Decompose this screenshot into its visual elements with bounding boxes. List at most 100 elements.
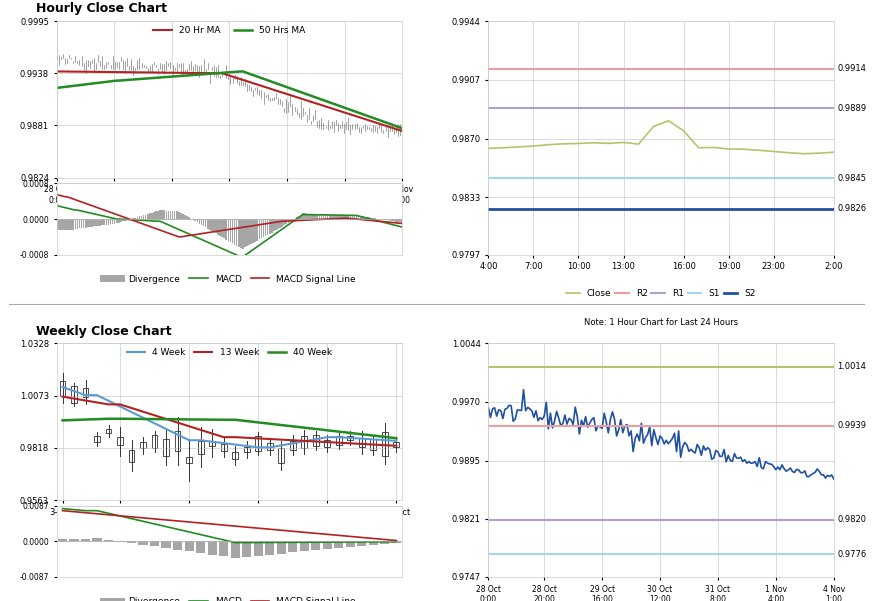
Bar <box>306 213 308 219</box>
Bar <box>208 542 217 555</box>
Bar <box>163 439 169 456</box>
Text: Note: 1 Hour Chart for Last 24 Hours: Note: 1 Hour Chart for Last 24 Hours <box>584 318 738 327</box>
Bar <box>133 218 134 219</box>
Bar <box>141 216 142 219</box>
Bar <box>182 214 183 219</box>
Bar <box>228 219 230 241</box>
Bar <box>337 216 339 219</box>
Bar <box>173 542 182 550</box>
Bar <box>334 542 343 548</box>
Bar <box>219 219 221 236</box>
Bar <box>168 211 169 219</box>
Bar <box>290 219 292 221</box>
Bar <box>329 215 331 219</box>
Bar <box>95 219 97 226</box>
Bar <box>244 219 245 248</box>
Bar <box>285 219 287 224</box>
Bar <box>327 215 328 219</box>
Bar <box>284 219 285 225</box>
Text: 0.9826: 0.9826 <box>837 204 866 213</box>
Bar <box>358 216 360 219</box>
Bar <box>320 215 322 219</box>
Bar <box>279 219 281 228</box>
Bar <box>265 219 266 236</box>
Bar <box>186 457 192 463</box>
Bar <box>255 436 261 451</box>
Bar <box>253 542 263 556</box>
Bar <box>387 219 388 221</box>
Text: 1.0014: 1.0014 <box>837 362 866 371</box>
Bar <box>391 219 393 221</box>
Bar <box>198 441 203 454</box>
Bar <box>106 219 107 225</box>
Bar <box>186 216 188 219</box>
Bar <box>402 219 403 222</box>
Bar <box>230 219 231 242</box>
Bar <box>213 219 215 232</box>
Bar <box>147 214 148 219</box>
Bar <box>80 219 82 228</box>
Text: 0.9889: 0.9889 <box>837 104 866 113</box>
Bar <box>300 215 301 219</box>
Bar <box>230 542 240 558</box>
Text: Hourly Close Chart: Hourly Close Chart <box>36 2 167 15</box>
Bar <box>89 219 91 227</box>
Legend: Close, R2, R1, S1, S2: Close, R2, R1, S1, S2 <box>562 285 760 302</box>
Bar <box>85 219 86 228</box>
Bar <box>381 542 389 544</box>
Bar <box>310 214 312 219</box>
Bar <box>254 219 256 242</box>
Bar <box>222 219 223 237</box>
Bar <box>120 219 121 222</box>
Bar <box>155 212 157 219</box>
Bar <box>180 213 182 219</box>
Bar <box>368 218 370 219</box>
Bar <box>375 218 376 219</box>
Bar <box>316 215 318 219</box>
Bar <box>223 219 225 239</box>
Bar <box>248 219 250 245</box>
Bar <box>70 539 79 542</box>
Bar <box>370 439 376 451</box>
Bar <box>77 219 79 228</box>
Bar <box>217 219 219 235</box>
Bar <box>267 443 272 450</box>
Legend: Divergence, MACD, MACD Signal Line: Divergence, MACD, MACD Signal Line <box>100 593 359 601</box>
Bar <box>323 215 324 219</box>
Bar <box>79 219 80 228</box>
Bar <box>298 216 299 219</box>
Text: Weekly Close Chart: Weekly Close Chart <box>36 325 172 338</box>
Bar <box>107 219 109 225</box>
Bar <box>311 542 320 551</box>
Bar <box>174 212 175 219</box>
Bar <box>370 218 372 219</box>
Bar <box>299 542 309 551</box>
Bar <box>273 219 275 231</box>
Bar <box>149 213 151 219</box>
Bar <box>346 216 347 219</box>
Bar <box>153 212 155 219</box>
Bar <box>127 542 136 543</box>
Bar <box>277 542 285 554</box>
Bar <box>392 542 401 543</box>
Bar <box>394 442 399 447</box>
Bar <box>117 438 123 445</box>
Bar <box>68 219 70 230</box>
Bar <box>314 214 316 219</box>
Bar <box>159 210 161 219</box>
Bar <box>91 219 93 227</box>
Bar <box>184 215 186 219</box>
Bar <box>301 436 307 448</box>
Bar <box>60 219 62 230</box>
Bar <box>237 219 239 247</box>
Bar <box>368 542 378 545</box>
Bar <box>162 210 163 219</box>
Bar <box>336 436 341 445</box>
Bar <box>134 218 136 219</box>
Bar <box>265 542 274 555</box>
Bar <box>221 444 226 451</box>
Bar <box>128 450 134 462</box>
Bar <box>397 219 399 222</box>
Bar <box>58 219 59 230</box>
Bar <box>313 435 319 445</box>
